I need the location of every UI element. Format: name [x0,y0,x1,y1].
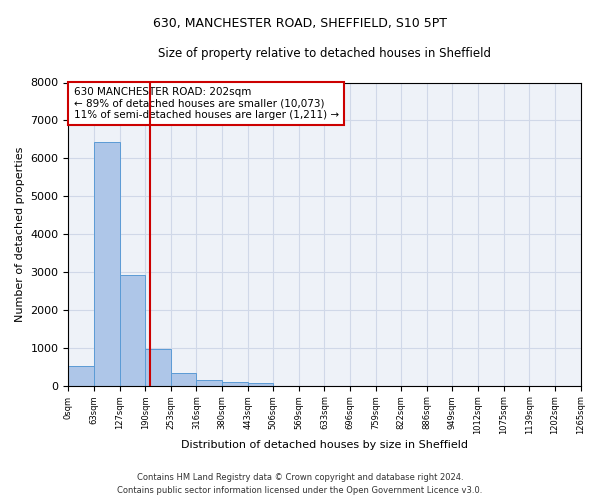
Text: Contains HM Land Registry data © Crown copyright and database right 2024.
Contai: Contains HM Land Registry data © Crown c… [118,474,482,495]
Text: 630 MANCHESTER ROAD: 202sqm
← 89% of detached houses are smaller (10,073)
11% of: 630 MANCHESTER ROAD: 202sqm ← 89% of det… [74,87,338,120]
Bar [196,380,222,386]
Bar [222,382,248,386]
Bar [248,383,273,386]
X-axis label: Distribution of detached houses by size in Sheffield: Distribution of detached houses by size … [181,440,468,450]
Bar [94,142,119,386]
Bar [171,373,196,386]
Title: Size of property relative to detached houses in Sheffield: Size of property relative to detached ho… [158,48,491,60]
Bar [68,366,94,386]
Bar [145,349,171,386]
Text: 630, MANCHESTER ROAD, SHEFFIELD, S10 5PT: 630, MANCHESTER ROAD, SHEFFIELD, S10 5PT [153,18,447,30]
Bar [119,275,145,386]
Y-axis label: Number of detached properties: Number of detached properties [15,146,25,322]
